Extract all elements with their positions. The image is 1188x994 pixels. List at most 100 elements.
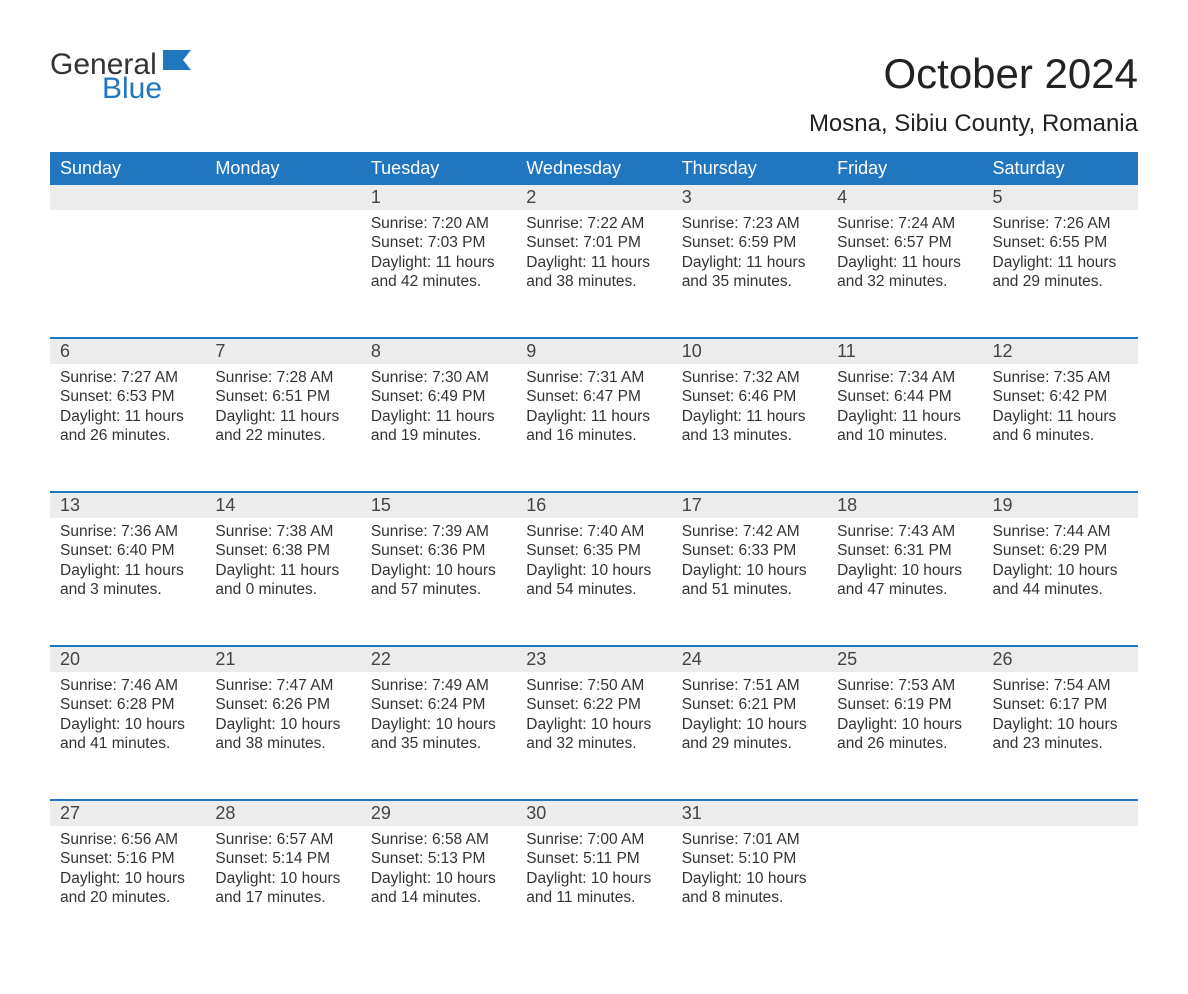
daynum-cell: 3 [672,185,827,210]
sunrise-text: Sunrise: 7:43 AM [837,522,972,541]
daynum-cell: 7 [205,338,360,364]
daylight-text: Daylight: 11 hours [215,407,350,426]
daylight-text: and 51 minutes. [682,580,817,599]
day-number: 20 [60,649,80,669]
daynum-cell: 24 [672,646,827,672]
daylight-text: and 3 minutes. [60,580,195,599]
daylight-text: and 22 minutes. [215,426,350,445]
day-body: Sunrise: 7:49 AMSunset: 6:24 PMDaylight:… [361,672,516,766]
weekday-header: Wednesday [516,152,671,185]
day-cell: Sunrise: 7:31 AMSunset: 6:47 PMDaylight:… [516,364,671,492]
day-cell: Sunrise: 6:58 AMSunset: 5:13 PMDaylight:… [361,826,516,954]
sunrise-text: Sunrise: 7:23 AM [682,214,817,233]
daynum-cell [50,185,205,210]
daylight-text: and 17 minutes. [215,888,350,907]
daylight-text: Daylight: 10 hours [526,869,661,888]
sunset-text: Sunset: 6:49 PM [371,387,506,406]
daylight-text: Daylight: 11 hours [837,253,972,272]
day-cell: Sunrise: 7:42 AMSunset: 6:33 PMDaylight:… [672,518,827,646]
sunrise-text: Sunrise: 7:49 AM [371,676,506,695]
daylight-text: Daylight: 10 hours [60,715,195,734]
day-cell: Sunrise: 7:24 AMSunset: 6:57 PMDaylight:… [827,210,982,338]
calendar-table: Sunday Monday Tuesday Wednesday Thursday… [50,152,1138,954]
daynum-cell: 29 [361,800,516,826]
sunrise-text: Sunrise: 7:26 AM [993,214,1128,233]
day-body: Sunrise: 7:51 AMSunset: 6:21 PMDaylight:… [672,672,827,766]
day-cell: Sunrise: 6:56 AMSunset: 5:16 PMDaylight:… [50,826,205,954]
daynum-cell: 12 [983,338,1138,364]
day-number: 21 [215,649,235,669]
daylight-text: Daylight: 11 hours [526,407,661,426]
sunrise-text: Sunrise: 7:39 AM [371,522,506,541]
day-number: 6 [60,341,70,361]
day-cell: Sunrise: 7:47 AMSunset: 6:26 PMDaylight:… [205,672,360,800]
day-number: 9 [526,341,536,361]
daynum-row: 6789101112 [50,338,1138,364]
sunset-text: Sunset: 6:21 PM [682,695,817,714]
day-number: 11 [837,341,856,361]
sunrise-text: Sunrise: 7:27 AM [60,368,195,387]
day-body: Sunrise: 7:36 AMSunset: 6:40 PMDaylight:… [50,518,205,612]
day-body: Sunrise: 7:23 AMSunset: 6:59 PMDaylight:… [672,210,827,304]
day-cell: Sunrise: 7:44 AMSunset: 6:29 PMDaylight:… [983,518,1138,646]
daylight-text: and 13 minutes. [682,426,817,445]
sunrise-text: Sunrise: 6:56 AM [60,830,195,849]
day-cell: Sunrise: 7:28 AMSunset: 6:51 PMDaylight:… [205,364,360,492]
day-cell: Sunrise: 7:54 AMSunset: 6:17 PMDaylight:… [983,672,1138,800]
daynum-cell: 6 [50,338,205,364]
daylight-text: and 19 minutes. [371,426,506,445]
sunrise-text: Sunrise: 7:51 AM [682,676,817,695]
day-cell: Sunrise: 7:43 AMSunset: 6:31 PMDaylight:… [827,518,982,646]
daylight-text: and 44 minutes. [993,580,1128,599]
day-number: 5 [993,187,1003,207]
day-number: 27 [60,803,80,823]
day-number: 7 [215,341,225,361]
day-body: Sunrise: 7:00 AMSunset: 5:11 PMDaylight:… [516,826,671,920]
week-row: Sunrise: 7:20 AMSunset: 7:03 PMDaylight:… [50,210,1138,338]
day-body: Sunrise: 7:31 AMSunset: 6:47 PMDaylight:… [516,364,671,458]
day-number: 29 [371,803,391,823]
daylight-text: and 26 minutes. [837,734,972,753]
day-cell: Sunrise: 7:39 AMSunset: 6:36 PMDaylight:… [361,518,516,646]
sunrise-text: Sunrise: 7:32 AM [682,368,817,387]
daynum-cell: 26 [983,646,1138,672]
day-number: 22 [371,649,391,669]
sunset-text: Sunset: 6:29 PM [993,541,1128,560]
day-number: 26 [993,649,1013,669]
daynum-cell [827,800,982,826]
day-body: Sunrise: 7:22 AMSunset: 7:01 PMDaylight:… [516,210,671,304]
daylight-text: and 38 minutes. [526,272,661,291]
daylight-text: Daylight: 10 hours [837,561,972,580]
daynum-cell: 27 [50,800,205,826]
daynum-cell: 2 [516,185,671,210]
sunset-text: Sunset: 6:31 PM [837,541,972,560]
day-cell: Sunrise: 7:40 AMSunset: 6:35 PMDaylight:… [516,518,671,646]
day-body: Sunrise: 7:30 AMSunset: 6:49 PMDaylight:… [361,364,516,458]
day-cell: Sunrise: 7:38 AMSunset: 6:38 PMDaylight:… [205,518,360,646]
day-cell: Sunrise: 7:26 AMSunset: 6:55 PMDaylight:… [983,210,1138,338]
sunset-text: Sunset: 6:53 PM [60,387,195,406]
day-number: 15 [371,495,391,515]
location: Mosna, Sibiu County, Romania [809,110,1138,138]
daylight-text: Daylight: 11 hours [60,407,195,426]
day-number: 8 [371,341,381,361]
day-body: Sunrise: 7:24 AMSunset: 6:57 PMDaylight:… [827,210,982,304]
day-number: 24 [682,649,702,669]
day-body: Sunrise: 7:32 AMSunset: 6:46 PMDaylight:… [672,364,827,458]
daylight-text: Daylight: 11 hours [682,253,817,272]
daylight-text: Daylight: 10 hours [526,561,661,580]
weekday-header: Saturday [983,152,1138,185]
sunset-text: Sunset: 6:55 PM [993,233,1128,252]
week-row: Sunrise: 7:46 AMSunset: 6:28 PMDaylight:… [50,672,1138,800]
day-body: Sunrise: 7:28 AMSunset: 6:51 PMDaylight:… [205,364,360,458]
day-number: 28 [215,803,235,823]
day-cell: Sunrise: 7:32 AMSunset: 6:46 PMDaylight:… [672,364,827,492]
daylight-text: Daylight: 11 hours [60,561,195,580]
day-body: Sunrise: 7:27 AMSunset: 6:53 PMDaylight:… [50,364,205,458]
daylight-text: Daylight: 10 hours [993,715,1128,734]
day-number: 23 [526,649,546,669]
sunrise-text: Sunrise: 7:54 AM [993,676,1128,695]
day-body: Sunrise: 7:46 AMSunset: 6:28 PMDaylight:… [50,672,205,766]
daylight-text: Daylight: 10 hours [682,561,817,580]
day-cell: Sunrise: 6:57 AMSunset: 5:14 PMDaylight:… [205,826,360,954]
